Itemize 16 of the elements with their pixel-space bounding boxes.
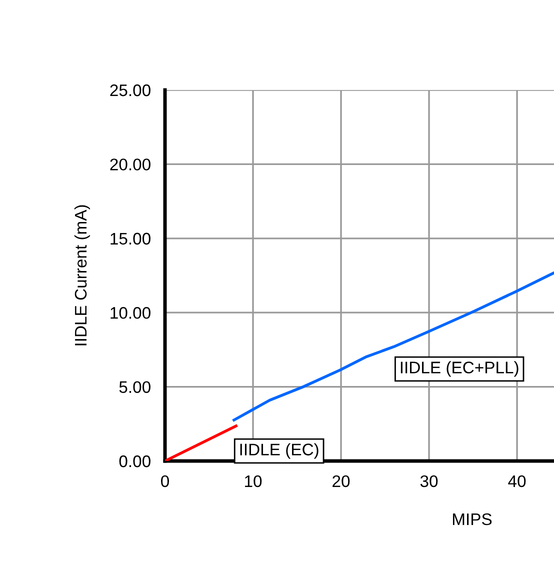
- y-tick-label: 25.00: [110, 84, 150, 96]
- line-series: [232, 272, 554, 422]
- annotation: IIDLE (EC+PLL): [400, 361, 518, 377]
- y-tick-label: 0.00: [119, 455, 150, 468]
- x-tick-label: 10: [245, 475, 262, 488]
- x-tick-label: 20: [332, 475, 350, 488]
- y-axis-title: IIDLE Current (mA): [74, 205, 90, 346]
- annotation: IIDLE (EC): [240, 443, 318, 459]
- x-axis-title: MIPS: [452, 513, 492, 526]
- y-tick-label: 15.00: [110, 232, 150, 245]
- x-tick-label: 0: [161, 475, 169, 488]
- y-tick-label: 20.00: [110, 158, 150, 170]
- y-tick-label: 10.00: [110, 307, 150, 319]
- x-tick-label: 30: [420, 475, 438, 488]
- y-tick-label: 5.00: [119, 381, 150, 394]
- x-tick-label: 40: [508, 475, 526, 488]
